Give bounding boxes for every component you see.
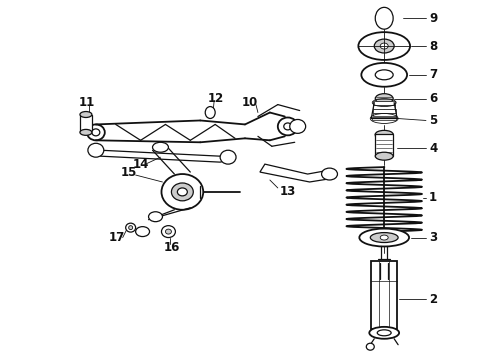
Text: 5: 5 xyxy=(429,114,437,127)
Bar xyxy=(375,134,393,156)
Text: 1: 1 xyxy=(429,192,437,204)
Ellipse shape xyxy=(162,226,175,238)
Ellipse shape xyxy=(375,94,393,104)
Bar xyxy=(372,113,396,117)
Bar xyxy=(373,105,395,109)
Ellipse shape xyxy=(380,235,388,240)
Bar xyxy=(373,101,395,105)
Text: 8: 8 xyxy=(429,40,437,53)
Ellipse shape xyxy=(377,330,391,336)
Ellipse shape xyxy=(370,233,398,243)
Ellipse shape xyxy=(87,125,105,140)
Ellipse shape xyxy=(125,223,136,232)
Ellipse shape xyxy=(129,226,133,230)
Ellipse shape xyxy=(220,150,236,164)
Text: 17: 17 xyxy=(109,231,125,244)
Ellipse shape xyxy=(166,229,171,234)
Ellipse shape xyxy=(380,43,388,49)
Ellipse shape xyxy=(375,70,393,80)
Text: 11: 11 xyxy=(79,96,95,109)
Ellipse shape xyxy=(375,7,393,29)
Text: 14: 14 xyxy=(133,158,149,171)
Text: 10: 10 xyxy=(242,96,258,109)
Ellipse shape xyxy=(361,63,407,87)
Polygon shape xyxy=(96,147,228,162)
Ellipse shape xyxy=(136,227,149,237)
Ellipse shape xyxy=(358,32,410,60)
Text: 12: 12 xyxy=(207,92,223,105)
Polygon shape xyxy=(260,164,335,182)
Text: 4: 4 xyxy=(429,142,437,155)
Ellipse shape xyxy=(375,152,393,160)
Ellipse shape xyxy=(205,107,215,118)
Text: 6: 6 xyxy=(429,92,437,105)
Ellipse shape xyxy=(377,139,391,145)
Ellipse shape xyxy=(80,129,92,135)
Text: 15: 15 xyxy=(121,166,137,179)
Text: 13: 13 xyxy=(280,185,296,198)
Ellipse shape xyxy=(172,183,193,201)
Ellipse shape xyxy=(152,142,169,152)
Bar xyxy=(373,109,395,113)
Ellipse shape xyxy=(177,188,187,196)
Ellipse shape xyxy=(375,130,393,138)
Text: 9: 9 xyxy=(429,12,437,25)
Bar xyxy=(372,117,396,121)
Ellipse shape xyxy=(92,129,100,136)
Bar xyxy=(80,114,92,132)
Ellipse shape xyxy=(290,120,306,133)
Bar xyxy=(371,261,397,329)
Ellipse shape xyxy=(374,39,394,53)
Ellipse shape xyxy=(148,212,163,222)
Text: 16: 16 xyxy=(164,241,180,254)
Ellipse shape xyxy=(284,123,292,130)
Ellipse shape xyxy=(359,229,409,247)
Text: 2: 2 xyxy=(429,293,437,306)
Text: 7: 7 xyxy=(429,68,437,81)
Ellipse shape xyxy=(162,174,203,210)
Text: 3: 3 xyxy=(429,231,437,244)
Ellipse shape xyxy=(278,117,298,135)
Ellipse shape xyxy=(321,168,338,180)
Ellipse shape xyxy=(367,343,374,350)
Ellipse shape xyxy=(369,327,399,339)
Ellipse shape xyxy=(80,112,92,117)
Ellipse shape xyxy=(88,143,104,157)
